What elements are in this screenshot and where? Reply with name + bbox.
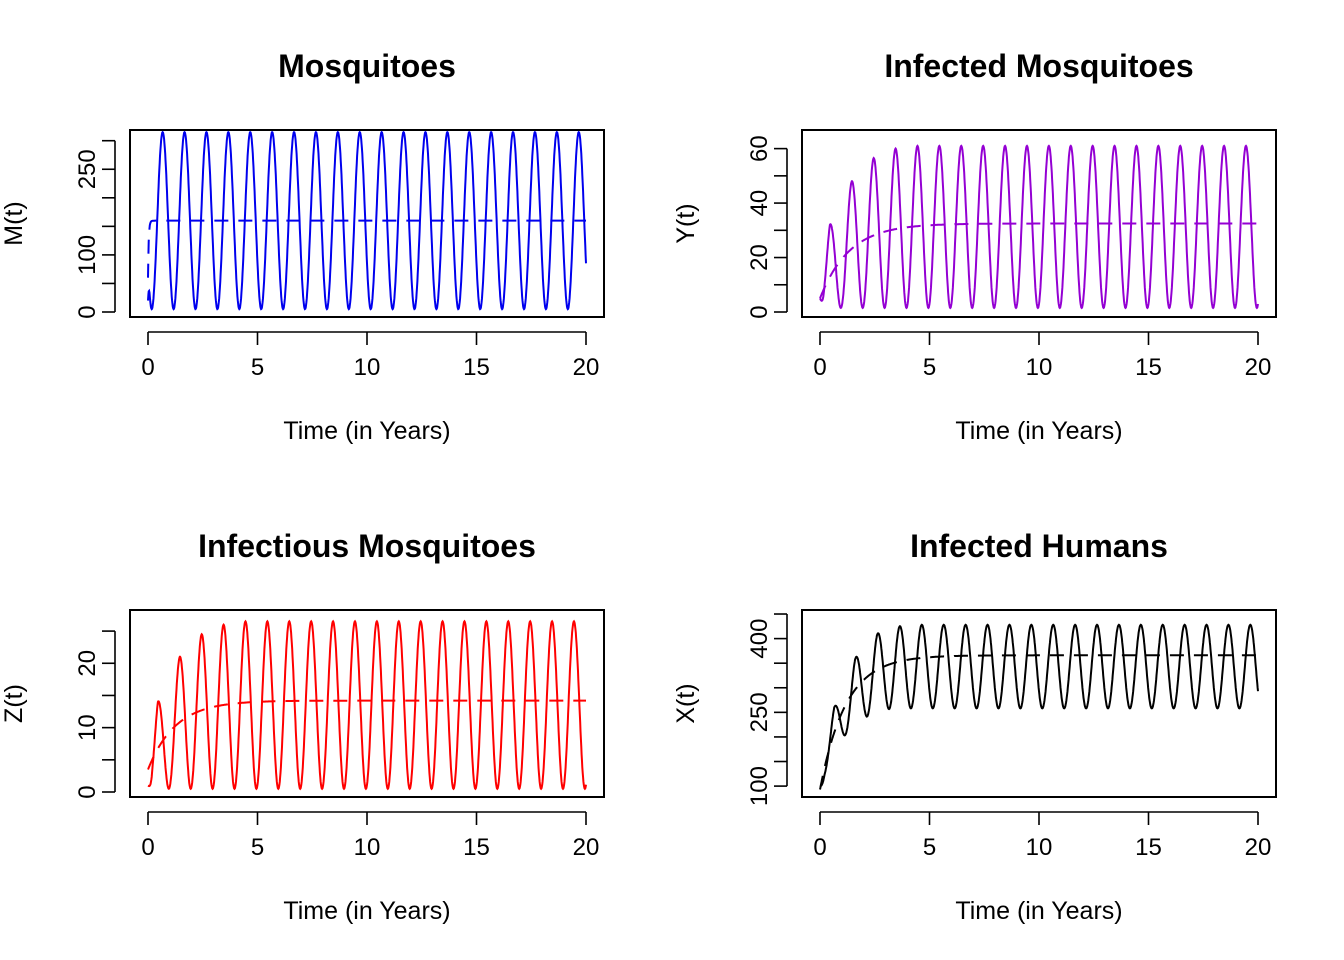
y-tick-label: 20	[746, 244, 773, 271]
y-axis: 0 10 20	[74, 630, 116, 799]
chart-title: Infectious Mosquitoes	[198, 528, 536, 564]
x-axis: 0 5 10 15 20	[813, 811, 1272, 861]
panel-infected-mosquitoes: Infected Mosquitoes 0 5 10 15 20 Time (in Year…	[672, 48, 1277, 445]
panel-infected-humans: Infected Humans 0 5 10 15 20 Time (in Years) 10…	[672, 528, 1277, 925]
y-tick-label: 0	[746, 305, 773, 318]
x-tick-label: 10	[1026, 354, 1053, 381]
x-tick-label: 0	[141, 834, 154, 861]
y-tick-label: 250	[74, 149, 101, 189]
x-tick-label: 0	[141, 354, 154, 381]
y-axis-label: Y(t)	[672, 203, 700, 243]
chart-title: Mosquitoes	[278, 48, 456, 84]
x-tick-label: 20	[573, 834, 600, 861]
y-axis-label: M(t)	[0, 201, 28, 245]
x-axis-label: Time (in Years)	[955, 897, 1122, 925]
x-tick-label: 10	[354, 834, 381, 861]
x-axis: 0 5 10 15 20	[141, 811, 600, 861]
series-line-dashed	[819, 222, 1258, 299]
series-line-dashed	[147, 699, 586, 770]
y-tick-label: 100	[746, 766, 773, 806]
y-tick-label: 10	[74, 714, 101, 741]
x-axis: 0 5 10 15 20	[813, 331, 1272, 381]
x-axis: 0 5 10 15 20	[141, 331, 600, 381]
series-line-solid	[819, 144, 1259, 310]
x-tick-label: 15	[463, 354, 490, 381]
x-axis-label: Time (in Years)	[283, 417, 450, 445]
y-tick-label: 400	[746, 619, 773, 659]
y-tick-label: 100	[74, 235, 101, 275]
x-axis-label: Time (in Years)	[283, 897, 450, 925]
x-tick-label: 0	[813, 834, 826, 861]
plot-frame	[801, 129, 1277, 318]
series-line-dashed	[819, 654, 1258, 790]
y-tick-label: 20	[74, 650, 101, 677]
y-axis: 0 100 250	[74, 139, 116, 319]
plot-frame	[801, 609, 1277, 798]
y-tick-label: 40	[746, 190, 773, 217]
x-tick-label: 10	[1026, 834, 1053, 861]
y-tick-label: 0	[74, 305, 101, 318]
x-tick-label: 20	[1245, 834, 1272, 861]
x-tick-label: 5	[251, 354, 264, 381]
plot-frame	[129, 609, 605, 798]
y-tick-label: 250	[746, 692, 773, 732]
chart-title: Infected Humans	[910, 528, 1168, 564]
x-tick-label: 15	[1135, 834, 1162, 861]
chart-title: Infected Mosquitoes	[884, 48, 1193, 84]
x-tick-label: 5	[251, 834, 264, 861]
x-tick-label: 10	[354, 354, 381, 381]
x-tick-label: 5	[923, 834, 936, 861]
series-line-solid	[147, 619, 587, 791]
x-tick-label: 5	[923, 354, 936, 381]
x-axis-label: Time (in Years)	[955, 417, 1122, 445]
x-tick-label: 20	[573, 354, 600, 381]
panel-infectious-mosquitoes: Infectious Mosquitoes 0 5 10 15 20 Time (in Ye…	[0, 528, 605, 925]
series-line-dashed	[147, 219, 586, 278]
plot-frame	[129, 129, 605, 318]
y-axis: 100 250 400	[746, 613, 788, 806]
x-tick-label: 15	[463, 834, 490, 861]
x-tick-label: 0	[813, 354, 826, 381]
x-tick-label: 15	[1135, 354, 1162, 381]
y-tick-label: 0	[74, 785, 101, 798]
series-line-solid	[819, 623, 1259, 788]
y-axis-label: X(t)	[672, 683, 700, 723]
x-tick-label: 20	[1245, 354, 1272, 381]
y-axis: 0 20 40 60	[746, 135, 788, 319]
panel-mosquitoes: Mosquitoes 0 5 10 15 20 Time (in Years) 0 100 250…	[0, 48, 605, 445]
y-axis-label: Z(t)	[0, 684, 28, 723]
y-tick-label: 60	[746, 135, 773, 162]
series-line-solid	[147, 130, 587, 311]
